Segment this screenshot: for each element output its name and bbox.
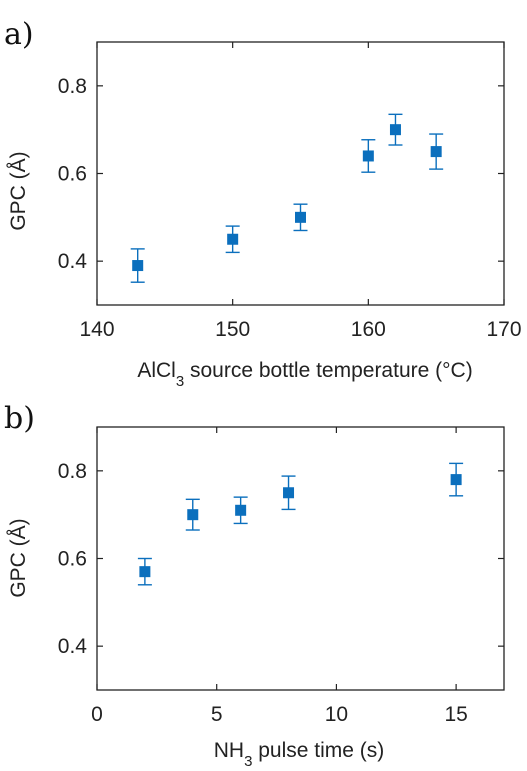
panel-label-a: a) [4,17,34,52]
square-marker [227,233,239,245]
x-axis-label-b-subscript: 3 [244,753,252,770]
square-marker [430,146,442,158]
square-marker [389,124,401,136]
data-point [449,462,464,497]
x-tick-label-a: 170 [486,318,521,341]
panel-b: b) 0 5 10 15 0.4 0.6 0.8 GPC (Å) NH3 pulse tim… [4,401,505,770]
x-tick-label-b: 5 [211,703,223,726]
x-tick-label-b: 10 [325,703,348,726]
x-axis-label-a-rest: source bottle temperature (°C) [184,359,473,382]
data-points-b [137,462,464,586]
y-tick-label-b: 0.4 [58,635,88,658]
square-marker [450,474,462,486]
data-point [293,203,308,232]
plot-frame-b [96,426,505,691]
x-axis-label-b: NH3 pulse time (s) [214,739,385,770]
y-axis-label-b: GPC (Å) [7,518,30,597]
x-axis-label-b-rest: pulse time (s) [252,739,384,762]
plot-frame-a [96,41,505,306]
y-tick-label-a: 0.6 [58,163,87,186]
data-point [429,133,444,170]
y-tick-label-b: 0.6 [58,548,87,571]
square-marker [283,487,295,499]
square-marker [132,260,144,272]
data-points-a [130,113,444,283]
square-marker [235,504,247,516]
square-marker [139,566,151,578]
square-marker [295,211,306,223]
x-tick-label-a: 150 [215,318,250,341]
data-point [388,113,403,146]
x-tick-label-b: 15 [444,703,467,726]
panel-label-b: b) [4,401,35,436]
y-axis-label-a: GPC (Å) [7,151,30,230]
y-tick-label-b: 0.8 [58,460,87,483]
x-axis-label-b-main: NH [214,739,244,762]
x-axis-label-a-main: AlCl [137,359,176,382]
data-point [233,496,248,525]
x-tick-label-a: 140 [79,318,114,341]
y-tick-label-a: 0.4 [58,250,88,273]
square-marker [362,150,374,162]
data-point [137,557,152,586]
ticks-a: 140 150 160 170 0.4 0.6 0.8 [58,42,522,341]
data-point [225,225,240,254]
x-tick-label-b: 0 [91,703,103,726]
x-tick-label-a: 160 [351,318,386,341]
y-tick-label-a: 0.8 [58,75,87,98]
ticks-b: 0 5 10 15 0.4 0.6 0.8 [58,427,504,726]
data-point [185,498,200,531]
data-point [130,248,145,283]
square-marker [187,509,199,521]
x-axis-label-a: AlCl3 source bottle temperature (°C) [137,359,472,390]
panel-a: a) 140 150 160 170 0.4 0.6 0.8 GPC (Å) AlCl3 s… [4,17,522,390]
x-axis-label-a-subscript: 3 [176,373,184,390]
data-point [361,139,376,173]
data-point [281,475,296,511]
